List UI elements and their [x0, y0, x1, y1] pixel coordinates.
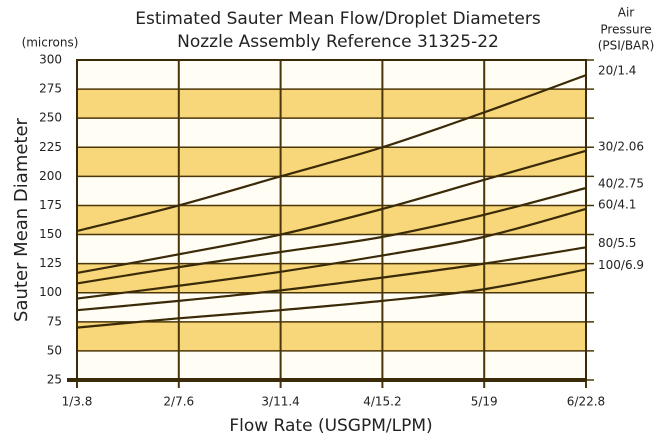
legend-label: 60/4.1	[598, 197, 636, 211]
x-tick-label: 1/3.8	[62, 395, 93, 409]
legend-label: 20/1.4	[598, 64, 636, 78]
x-tick-label: 4/15.2	[363, 395, 401, 409]
legend-label: 30/2.06	[598, 139, 644, 153]
y-tick-label: 300	[39, 53, 62, 67]
x-tick-label: 2/7.6	[163, 395, 194, 409]
x-axis-title: Flow Rate (USGPM/LPM)	[229, 416, 432, 436]
legend-title: (PSI/BAR)	[598, 39, 655, 53]
legend-title: Pressure	[600, 23, 651, 37]
series-line	[76, 246, 587, 312]
series-line	[76, 186, 587, 285]
y-tick-label: 175	[39, 198, 62, 212]
y-tick-label: 225	[39, 140, 62, 154]
legend-label: 80/5.5	[598, 236, 636, 250]
y-tick-label: 250	[39, 111, 62, 125]
series-line	[76, 149, 587, 275]
band	[77, 321, 586, 351]
y-tick-label: 75	[47, 314, 62, 328]
band	[77, 89, 586, 119]
y-tick-label: 275	[39, 82, 62, 96]
series-line	[76, 207, 587, 300]
x-tick-label: 3/11.4	[261, 395, 299, 409]
y-tick-label: 50	[47, 343, 62, 357]
y-tick-label: 200	[39, 169, 62, 183]
y-tick-label: 25	[47, 373, 62, 387]
legend-label: 40/2.75	[598, 177, 644, 191]
y-tick-label: 150	[39, 227, 62, 241]
series-line	[76, 74, 587, 233]
x-tick-label: 6/22.8	[567, 395, 605, 409]
legend-title: Air	[618, 6, 635, 20]
series-line	[76, 268, 587, 329]
y-axis-title: Sauter Mean Diameter	[11, 117, 32, 322]
y-unit: (microns)	[22, 36, 79, 50]
legend-label: 100/6.9	[598, 258, 644, 272]
chart-title: Estimated Sauter Mean Flow/Droplet Diame…	[135, 9, 541, 29]
chart-subtitle: Nozzle Assembly Reference 31325-22	[177, 32, 499, 52]
y-tick-label: 100	[39, 285, 62, 299]
y-tick-label: 125	[39, 256, 62, 270]
x-tick-label: 5/19	[471, 395, 498, 409]
